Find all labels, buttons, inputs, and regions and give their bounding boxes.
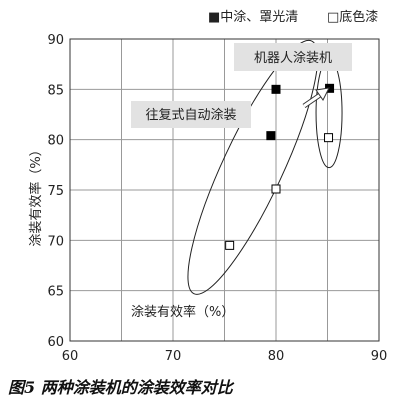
y-tick-label: 85 [47,83,64,98]
y-tick-label: 80 [47,134,64,149]
y-tick-label: 60 [47,335,64,350]
data-point-series-2 [271,184,281,194]
y-tick-label: 90 [47,33,64,48]
annotation-robot: 机器人涂装机 [254,50,332,66]
y-tick-label: 70 [47,234,64,249]
y-tick-label: 75 [47,184,64,199]
x-tick-label: 80 [268,349,285,364]
legend-series-2: □底色漆 [327,9,378,25]
ellipse-reciprocating [187,39,319,295]
figure-caption: 图5 两种涂装机的涂装效率对比 [8,378,233,397]
legend: ■中涂、罩光清 □底色漆 [208,9,378,25]
annotation-reciprocating: 往复式自动涂装 [145,107,236,123]
annotation-box-robot [234,43,352,71]
x-axis-label: 涂装有效率（%） [131,304,234,320]
x-tick-label: 90 [371,349,388,364]
plot-frame [69,38,380,342]
arrow-icon [302,87,330,109]
x-tick-label: 70 [165,349,182,364]
y-axis-label: 涂装有效率（%） [28,143,44,246]
ellipse-robot [315,57,343,169]
data-point-series-2 [324,133,334,143]
legend-series-1: ■中涂、罩光清 [208,9,298,25]
data-point-series-2 [225,240,235,250]
x-tick-label: 60 [62,349,79,364]
data-point-series-1 [266,131,276,141]
annotation-box-reciprocating [131,101,251,128]
data-point-series-1 [271,84,281,94]
data-points [225,83,335,250]
y-tick-label: 65 [47,285,64,300]
